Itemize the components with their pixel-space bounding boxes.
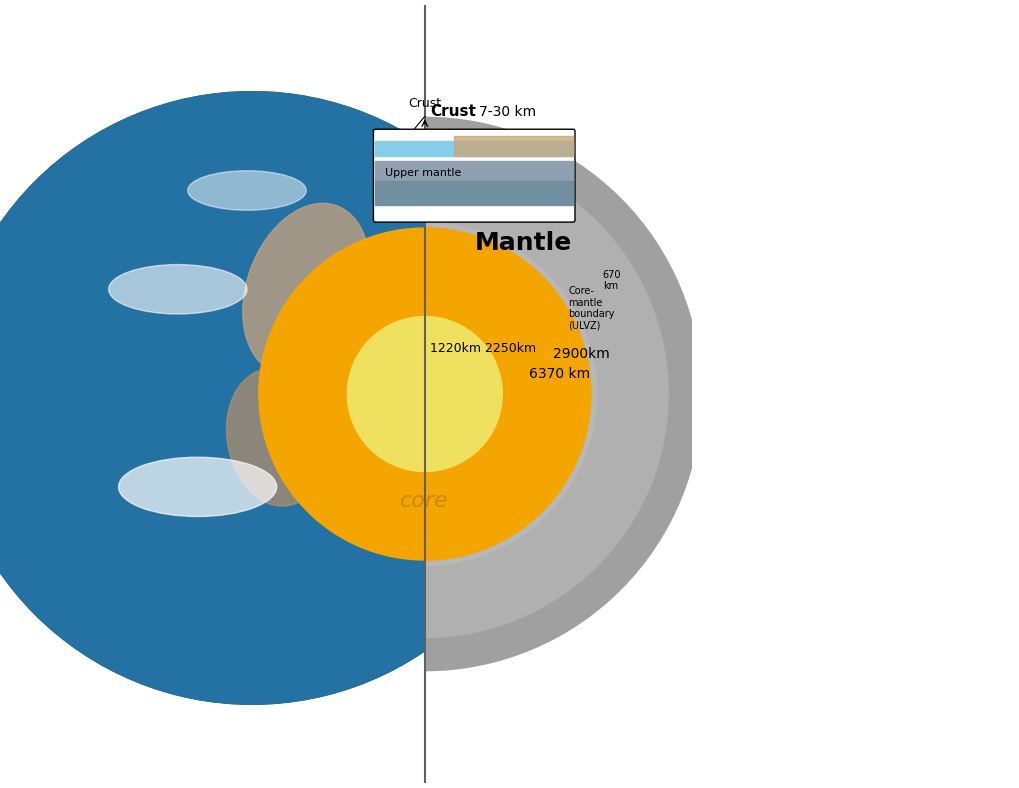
Wedge shape (424, 228, 590, 560)
Text: Core-
mantle
boundary
(ULVZ): Core- mantle boundary (ULVZ) (568, 286, 614, 331)
Ellipse shape (109, 265, 247, 314)
FancyBboxPatch shape (373, 129, 575, 222)
Circle shape (0, 91, 557, 704)
Wedge shape (424, 151, 667, 637)
Bar (375, 161, 573, 180)
Ellipse shape (118, 457, 276, 516)
Ellipse shape (226, 369, 326, 506)
Bar (375, 180, 573, 206)
Text: 2900km: 2900km (552, 348, 609, 362)
Text: 1220km 2250km: 1220km 2250km (429, 341, 535, 355)
Circle shape (259, 228, 590, 560)
Ellipse shape (187, 171, 306, 210)
Text: Core: very high
density metal: Core: very high density metal (717, 567, 957, 630)
Bar (454, 136, 573, 156)
Text: Mantle: high
density rocks: Mantle: high density rocks (717, 355, 927, 417)
Text: 670
km: 670 km (602, 269, 621, 292)
Ellipse shape (243, 203, 369, 375)
Circle shape (0, 91, 557, 704)
Text: 6370 km: 6370 km (528, 367, 589, 381)
Text: 7-30 km: 7-30 km (479, 106, 536, 120)
Wedge shape (424, 222, 596, 566)
Circle shape (347, 317, 501, 471)
Text: Crust: low density
rocks: Crust: low density rocks (717, 142, 1002, 204)
Bar (375, 141, 573, 156)
Text: Crust: Crust (429, 104, 475, 120)
Text: Crust: Crust (408, 96, 441, 110)
Text: Mantle: Mantle (475, 231, 572, 255)
Text: core: core (400, 491, 448, 511)
Wedge shape (424, 117, 701, 671)
Text: Upper mantle: Upper mantle (385, 168, 462, 177)
